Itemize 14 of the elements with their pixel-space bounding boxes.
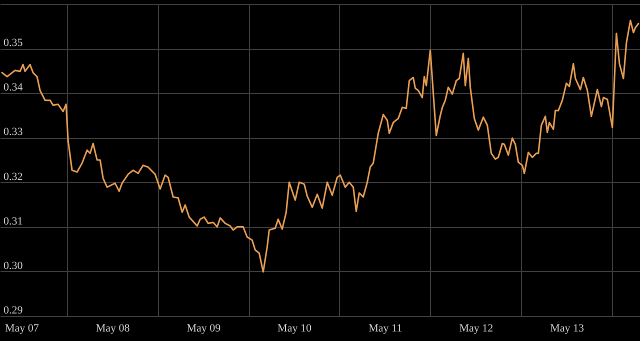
y-tick-label: 0.32 (4, 170, 23, 183)
x-tick-label: May 11 (368, 322, 402, 334)
x-tick-label: May 07 (4, 322, 40, 334)
x-tick-label: May 09 (186, 322, 222, 334)
x-tick-label: May 10 (278, 322, 312, 334)
y-tick-label: 0.34 (4, 82, 24, 94)
y-tick-label: 0.35 (4, 37, 24, 50)
y-tick-label: 0.31 (4, 215, 23, 228)
x-tick-label: May 08 (96, 322, 130, 334)
x-tick-label: May 13 (550, 322, 585, 334)
y-tick-label: 0.30 (4, 260, 24, 272)
x-tick-label: May 12 (459, 322, 494, 334)
y-tick-label: 0.29 (4, 304, 24, 316)
y-tick-label: 0.33 (4, 126, 24, 138)
